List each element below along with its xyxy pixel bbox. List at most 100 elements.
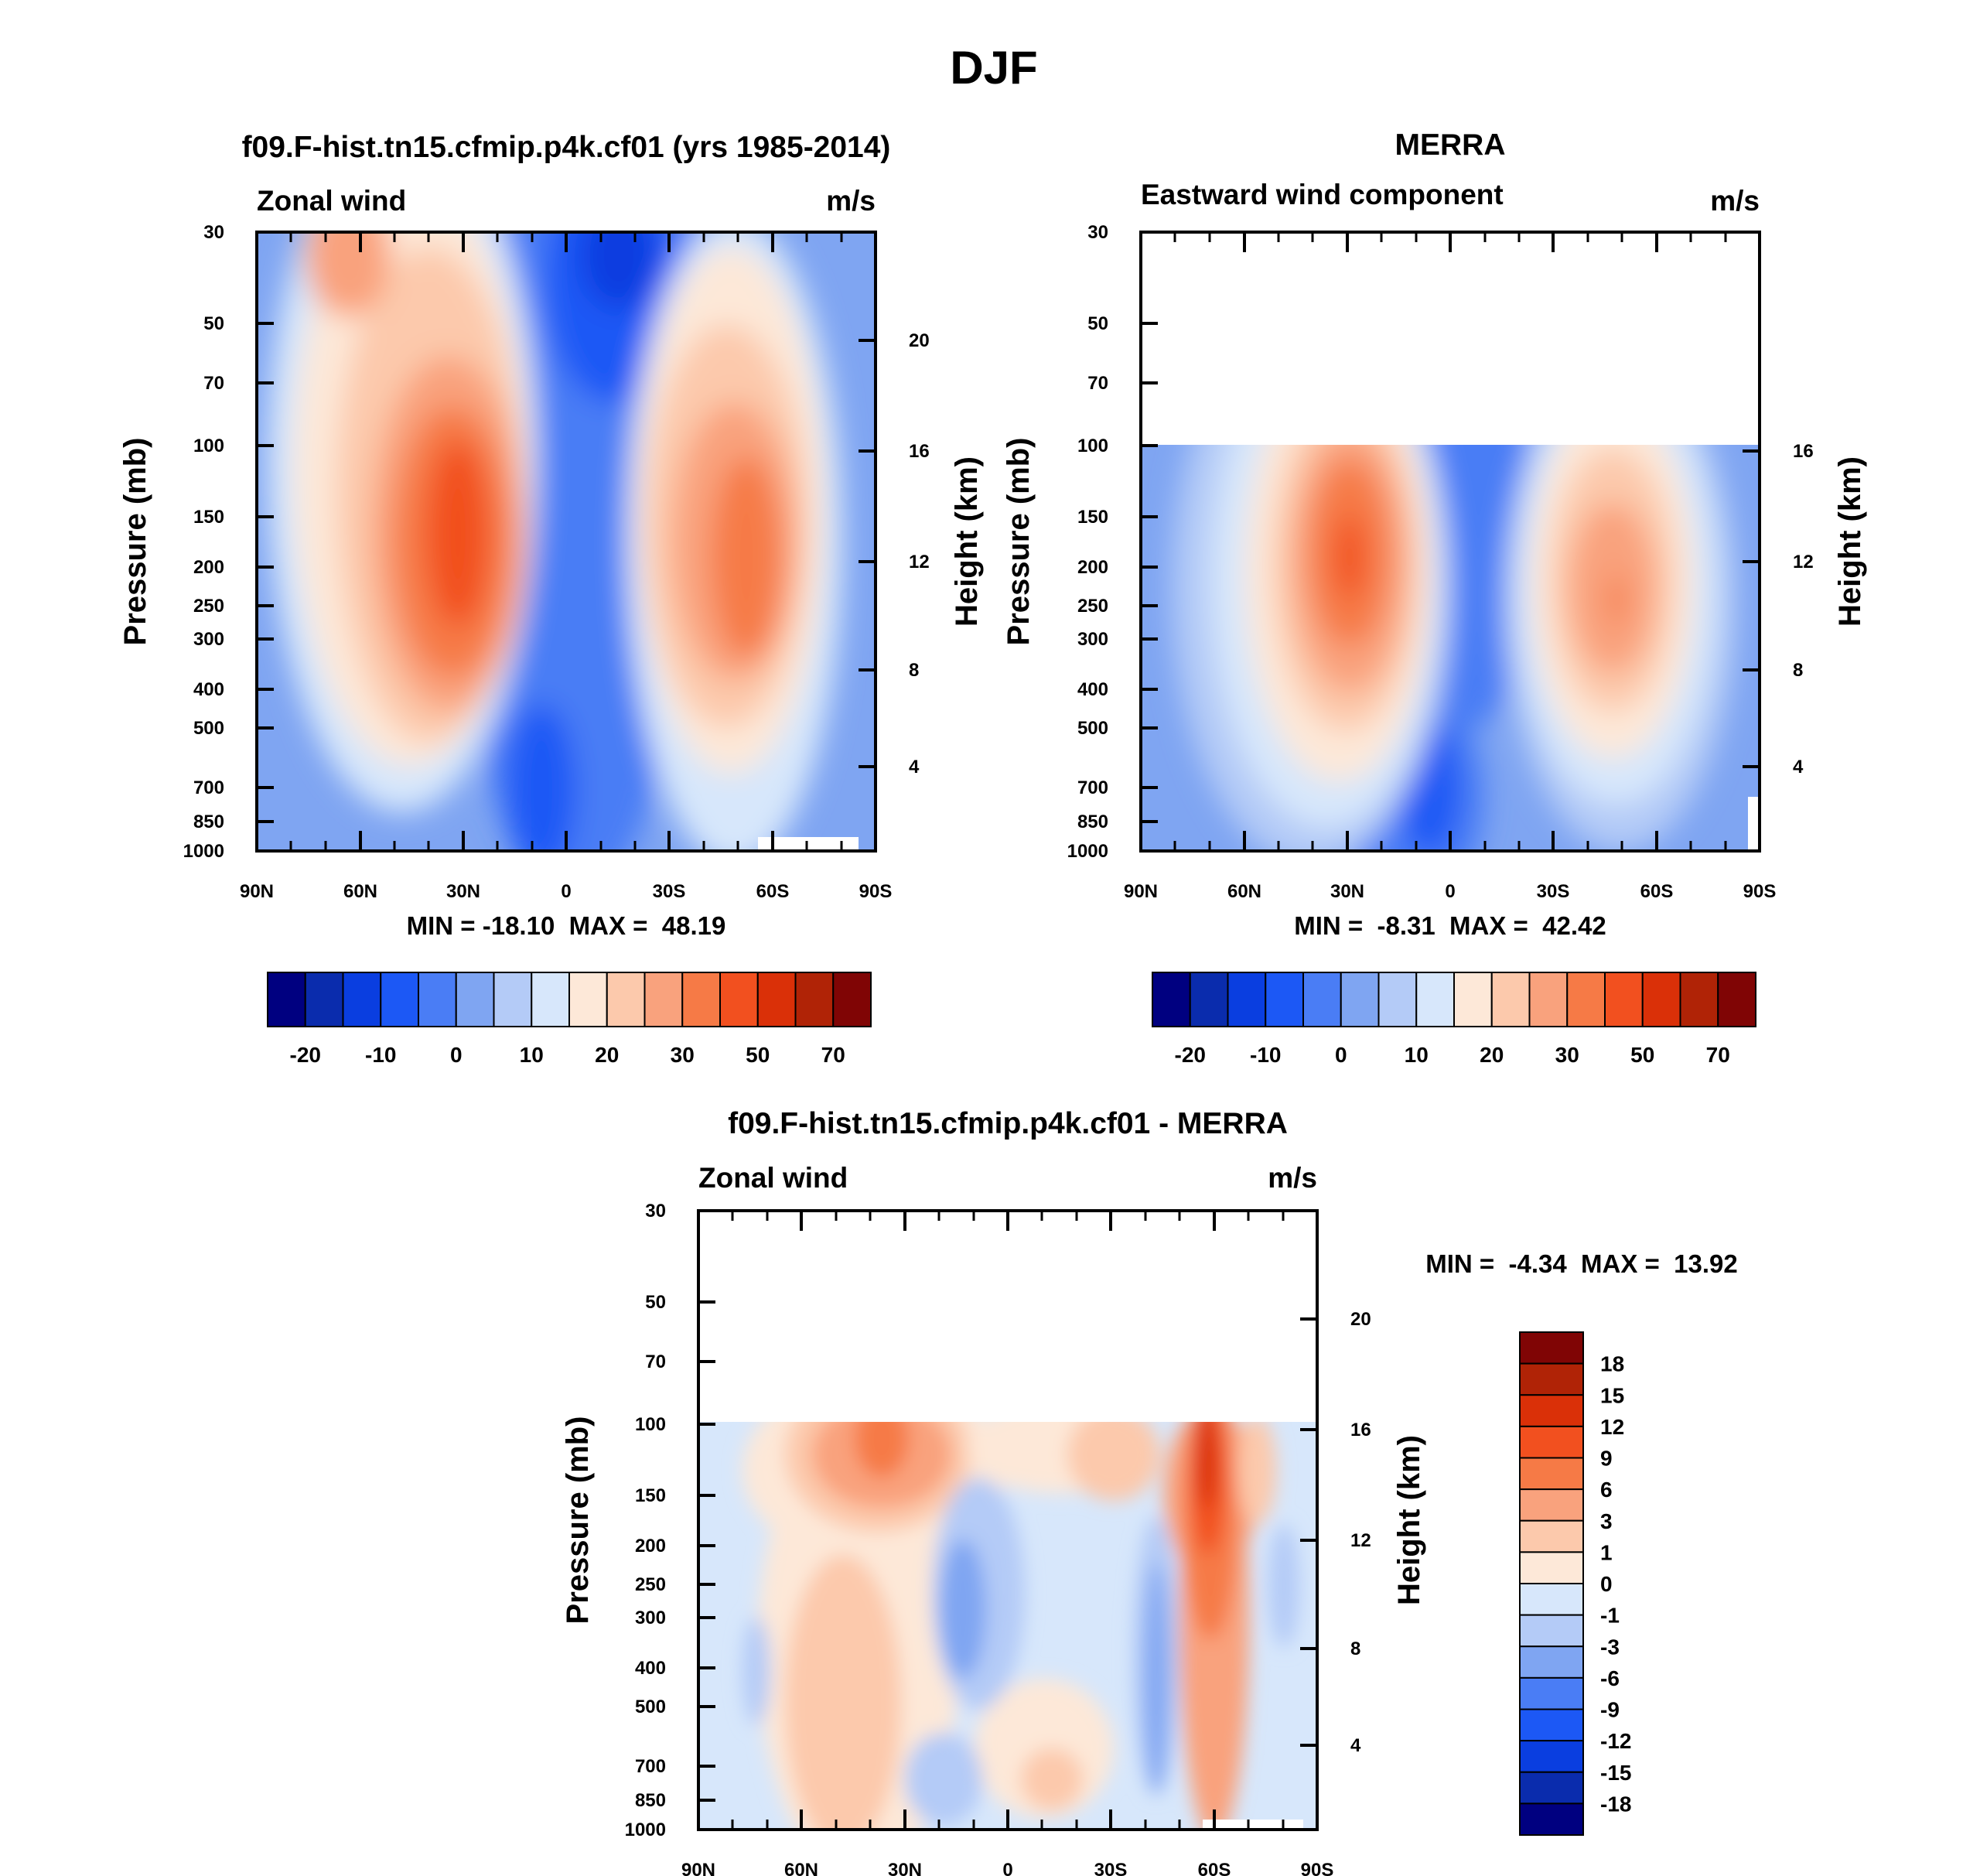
y2-tick-label: 12 [1793, 552, 1814, 572]
colorbar-swatch [304, 972, 344, 1027]
x-tick-label: 0 [1445, 881, 1455, 902]
panel-merra-colorbar: -20 -10 0 10 20 30 50 70 [1152, 972, 1756, 1067]
colorbar-swatch [267, 972, 306, 1027]
y2-tick-label: 4 [909, 757, 920, 777]
y-tick-label: 500 [193, 718, 224, 739]
colorbar-swatch [756, 972, 797, 1027]
x-tick-label: 60N [784, 1860, 818, 1876]
x-tick-label: 60N [343, 881, 377, 902]
y-tick-label: 100 [635, 1414, 666, 1435]
panel-merra-x-ticks: 90N 60N 30N 0 30S 60S 90S [1124, 881, 1776, 902]
y-tick-label: 50 [645, 1292, 666, 1313]
x-tick-label: 30N [1330, 881, 1364, 902]
colorbar-label: -10 [365, 1043, 396, 1067]
y-tick-label: 250 [1077, 596, 1108, 617]
colorbar-swatch [1519, 1394, 1584, 1427]
y-tick-label: 300 [635, 1608, 666, 1628]
colorbar-swatch [1519, 1551, 1584, 1584]
panel-merra-ylabel: Pressure (mb) [1002, 438, 1036, 646]
y2-tick-label: 20 [1350, 1309, 1371, 1330]
panel-merra-y2label: Height (km) [1833, 456, 1867, 627]
panel-merra-y-ticks: 30 50 70 100 150 200 250 300 400 500 700… [1067, 222, 1108, 862]
colorbar-swatch [1519, 1425, 1584, 1459]
colorbar-label: -9 [1600, 1698, 1620, 1722]
colorbar-label: -12 [1600, 1729, 1631, 1753]
colorbar-label: 1 [1600, 1540, 1613, 1564]
colorbar-label: -1 [1600, 1604, 1620, 1628]
colorbar-label: -20 [1175, 1043, 1206, 1067]
colorbar-swatch [1265, 972, 1304, 1027]
x-tick-label: 90N [681, 1860, 715, 1876]
y2-tick-label: 12 [1350, 1530, 1371, 1551]
x-tick-label: 30N [888, 1860, 922, 1876]
y-tick-label: 400 [193, 679, 224, 700]
colorbar-label: 10 [520, 1043, 544, 1067]
colorbar-label: -18 [1600, 1792, 1631, 1816]
colorbar-swatch [719, 972, 759, 1027]
y-tick-label: 1000 [625, 1820, 666, 1840]
y-tick-label: 30 [645, 1201, 666, 1222]
panel-diff-y-ticks: 30 50 70 100 150 200 250 300 400 500 700… [625, 1201, 666, 1840]
panel-diff-colorbar: 18 15 12 9 6 3 1 0 -1 -3 -6 -9 -12 -15 -18 [1519, 1331, 1631, 1836]
x-tick-label: 0 [1002, 1860, 1012, 1876]
colorbar-swatch [1519, 1803, 1584, 1836]
colorbar-label: 0 [450, 1043, 463, 1067]
panel-merra: MERRA Eastward wind component m/s [1002, 128, 1867, 1067]
panel-diff-stats: MIN = -4.34 MAX = 13.92 [1425, 1249, 1738, 1278]
panel-diff-units: m/s [1268, 1162, 1317, 1194]
panel-model: f09.F-hist.tn15.cfmip.p4k.cf01 (yrs 1985… [118, 131, 984, 1067]
panel-model-colorbar: -20 -10 0 10 20 30 50 70 [267, 972, 872, 1067]
y2-tick-label: 20 [909, 330, 930, 351]
colorbar-swatch [1519, 1708, 1584, 1742]
panel-merra-stats: MIN = -8.31 MAX = 42.42 [1294, 911, 1606, 940]
panel-diff-y2label: Height (km) [1392, 1435, 1426, 1605]
colorbar-swatch [1227, 972, 1267, 1027]
y2-tick-label: 4 [1350, 1735, 1361, 1756]
panel-diff: f09.F-hist.tn15.cfmip.p4k.cf01 - MERRA Z… [561, 1107, 1738, 1876]
panel-model-y-ticks: 30 50 70 100 150 200 250 300 400 500 700… [183, 222, 224, 862]
colorbar-label: 9 [1600, 1447, 1613, 1471]
x-tick-label: 90S [1743, 881, 1777, 902]
x-tick-label: 90S [1301, 1860, 1334, 1876]
colorbar-label: 18 [1600, 1352, 1624, 1376]
y-tick-label: 50 [203, 313, 224, 334]
colorbar-swatch [1519, 1614, 1584, 1648]
y-tick-label: 850 [1077, 812, 1108, 832]
panel-merra-variable: Eastward wind component [1141, 179, 1504, 210]
colorbar-swatch [1528, 972, 1569, 1027]
panel-model-variable: Zonal wind [257, 185, 406, 217]
y2-tick-label: 16 [909, 441, 930, 462]
y-tick-label: 200 [193, 557, 224, 578]
y-tick-label: 700 [1077, 777, 1108, 798]
y-tick-label: 70 [203, 373, 224, 394]
y2-tick-label: 12 [909, 552, 930, 572]
x-tick-label: 0 [561, 881, 571, 902]
y-tick-label: 200 [1077, 557, 1108, 578]
y-tick-label: 30 [203, 222, 224, 243]
y-tick-label: 150 [193, 507, 224, 528]
y-tick-label: 150 [635, 1485, 666, 1506]
y-tick-label: 700 [193, 777, 224, 798]
y-tick-label: 150 [1077, 507, 1108, 528]
colorbar-swatch [1519, 1645, 1584, 1679]
figure-title: DJF [950, 42, 1037, 94]
panel-diff-axes [697, 1209, 1319, 1831]
colorbar-swatch [1519, 1362, 1584, 1396]
x-tick-label: 60S [756, 881, 790, 902]
colorbar-label: 0 [1600, 1572, 1613, 1596]
y-tick-label: 1000 [183, 841, 224, 862]
x-tick-label: 60S [1198, 1860, 1231, 1876]
colorbar-swatch [1519, 1488, 1584, 1522]
colorbar-swatch [1415, 972, 1455, 1027]
y-tick-label: 850 [635, 1790, 666, 1811]
y-tick-label: 300 [193, 629, 224, 650]
panel-model-field [257, 232, 876, 851]
colorbar-swatch [1519, 1457, 1584, 1491]
colorbar-label: 30 [671, 1043, 695, 1067]
colorbar-swatch [568, 972, 608, 1027]
panel-diff-ylabel: Pressure (mb) [561, 1416, 595, 1625]
colorbar-swatch [606, 972, 646, 1027]
y-tick-label: 1000 [1067, 841, 1108, 862]
colorbar-swatch [1717, 972, 1756, 1027]
